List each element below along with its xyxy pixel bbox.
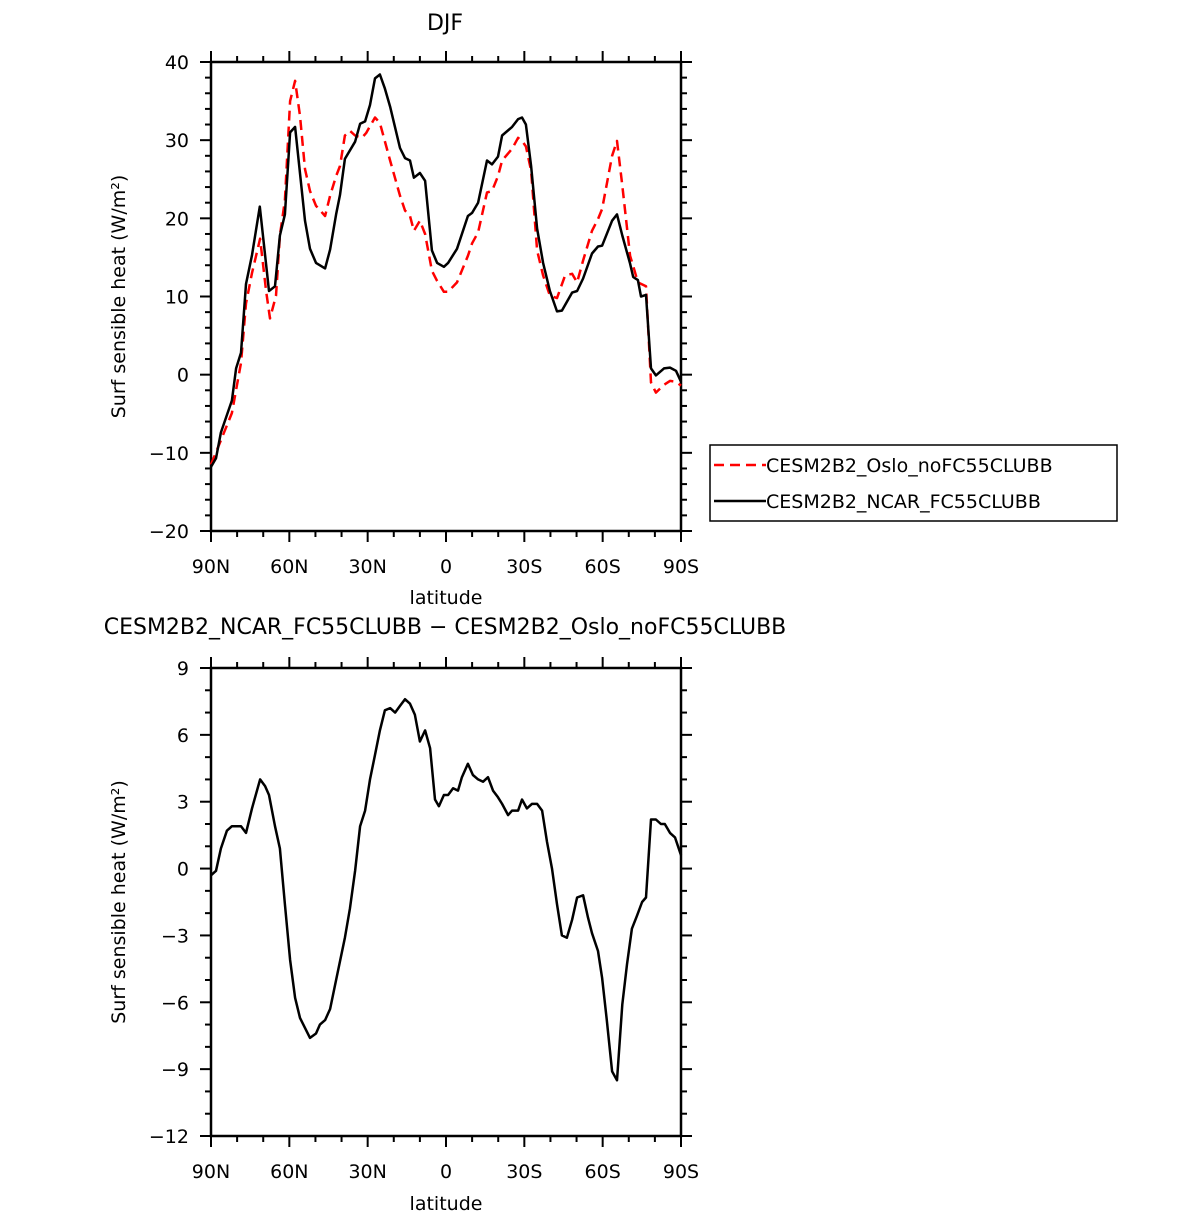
x-axis-label: latitude xyxy=(410,1193,483,1215)
x-tick-label: 30S xyxy=(506,1161,542,1183)
x-tick-label: 60S xyxy=(585,556,621,578)
series-line-difference xyxy=(210,697,683,1082)
series-line-cesm2b2-oslo-nofc55clubb xyxy=(209,79,682,466)
y-axis-label: Surf sensible heat (W/m²) xyxy=(108,780,130,1024)
y-tick-label: 0 xyxy=(177,365,189,387)
series-line-cesm2b2-ncar-fc55clubb xyxy=(209,73,683,468)
y-tick-label: 10 xyxy=(165,287,189,309)
y-tick-label: 6 xyxy=(177,725,189,747)
y-tick-label: 40 xyxy=(165,52,189,74)
y-tick-label: 9 xyxy=(177,658,189,680)
legend-box xyxy=(709,444,1118,522)
x-tick-label: 60S xyxy=(585,1161,621,1183)
legend-entry-label: CESM2B2_NCAR_FC55CLUBB xyxy=(766,491,1041,513)
plot-frame xyxy=(209,60,683,533)
x-tick-label: 0 xyxy=(440,1161,452,1183)
x-tick-label: 90N xyxy=(192,1161,230,1183)
y-axis-label: Surf sensible heat (W/m²) xyxy=(108,175,130,419)
x-tick-label: 60N xyxy=(270,1161,308,1183)
y-tick-label: −3 xyxy=(161,925,189,947)
x-tick-label: 60N xyxy=(270,556,308,578)
chart-title: CESM2B2_NCAR_FC55CLUBB − CESM2B2_Oslo_no… xyxy=(104,615,787,640)
chart-2: CESM2B2_NCAR_FC55CLUBB − CESM2B2_Oslo_no… xyxy=(104,615,787,1215)
y-tick-label: 20 xyxy=(165,208,189,230)
chart-title: DJF xyxy=(427,11,463,36)
y-tick-label: 3 xyxy=(177,792,189,814)
y-tick-label: −12 xyxy=(149,1126,189,1148)
x-tick-label: 30N xyxy=(348,1161,386,1183)
x-axis-label: latitude xyxy=(410,587,483,609)
x-tick-label: 30N xyxy=(348,556,386,578)
y-tick-label: −6 xyxy=(161,992,189,1014)
y-tick-label: −10 xyxy=(149,443,189,465)
legend: CESM2B2_Oslo_noFC55CLUBB CESM2B2_NCAR_FC5… xyxy=(709,444,1118,522)
x-tick-label: 90N xyxy=(192,556,230,578)
x-tick-label: 30S xyxy=(506,556,542,578)
chart-1: DJF 90N 60N 30N 0 30S 60S 90S −20 −10 0 10 20 30 40 lat… xyxy=(108,11,1118,609)
legend-entry-label: CESM2B2_Oslo_noFC55CLUBB xyxy=(766,455,1053,477)
y-tick-label: −20 xyxy=(149,521,189,543)
x-tick-label: 0 xyxy=(440,556,452,578)
y-tick-label: 0 xyxy=(177,859,189,881)
y-tick-label: 30 xyxy=(165,130,189,152)
y-tick-label: −9 xyxy=(161,1059,189,1081)
x-tick-label: 90S xyxy=(663,1161,699,1183)
x-tick-label: 90S xyxy=(663,556,699,578)
